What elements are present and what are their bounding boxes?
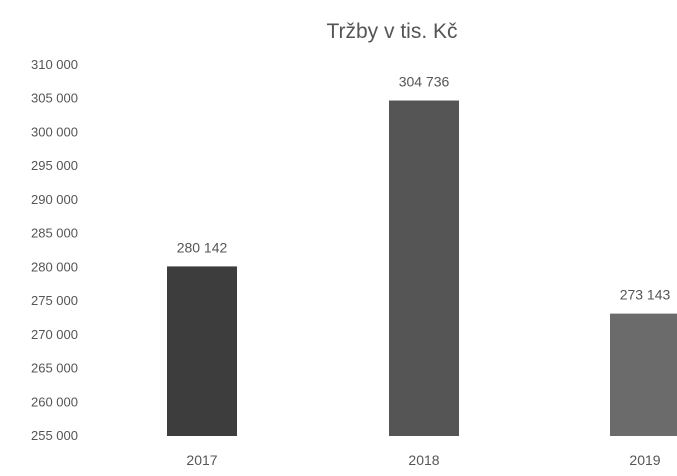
x-axis: 2017 2018 2019 (186, 452, 660, 468)
y-tick-label: 255 000 (31, 428, 78, 443)
y-axis: 255 000 260 000 265 000 270 000 275 000 280 0… (31, 57, 78, 443)
y-tick-label: 260 000 (31, 394, 78, 409)
y-tick-label: 280 000 (31, 259, 78, 274)
x-tick-label: 2017 (186, 452, 217, 468)
data-labels-group: 280 142 304 736 273 143 (177, 74, 671, 303)
y-tick-label: 310 000 (31, 57, 78, 72)
bars-group (167, 100, 677, 437)
y-tick-label: 290 000 (31, 192, 78, 207)
y-tick-label: 285 000 (31, 226, 78, 241)
bar-2018 (389, 100, 459, 437)
bar-2019 (610, 313, 677, 436)
y-tick-label: 270 000 (31, 327, 78, 342)
data-label: 304 736 (399, 74, 450, 90)
y-tick-label: 295 000 (31, 158, 78, 173)
y-tick-label: 300 000 (31, 124, 78, 139)
bar-2017 (167, 266, 237, 436)
data-label: 280 142 (177, 239, 228, 255)
x-tick-label: 2018 (408, 452, 439, 468)
y-tick-label: 275 000 (31, 293, 78, 308)
y-tick-label: 265 000 (31, 361, 78, 376)
x-tick-label: 2019 (629, 452, 660, 468)
chart-title: Tržby v tis. Kč (326, 20, 457, 43)
data-label: 273 143 (620, 287, 671, 303)
y-tick-label: 305 000 (31, 91, 78, 106)
